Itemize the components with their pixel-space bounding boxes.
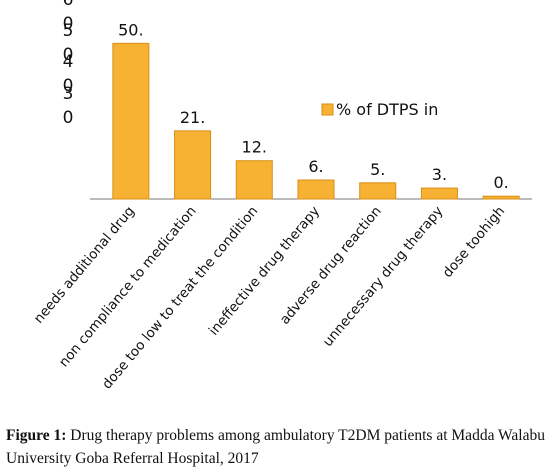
- data-label: 0.: [494, 173, 509, 192]
- data-label: 50.: [118, 20, 143, 39]
- data-label: 21.: [180, 108, 205, 127]
- x-tick-label: needs additional drug: [31, 203, 138, 326]
- legend-swatch: [321, 103, 334, 116]
- x-tick-label: ineffective drug therapy: [206, 203, 323, 338]
- bar: [482, 195, 520, 200]
- figure-caption: Figure 1: Drug therapy problems among am…: [6, 424, 550, 470]
- bar: [112, 42, 150, 200]
- bar: [174, 130, 212, 200]
- x-tick-label: adverse drug reaction: [277, 203, 385, 327]
- x-tick-label: unnecessary drug therapy: [320, 203, 447, 350]
- bar: [359, 182, 397, 200]
- data-label: 5.: [370, 160, 385, 179]
- legend-label: % of DTPS in: [336, 100, 438, 119]
- data-label: 12.: [242, 138, 267, 157]
- y-tick-label: 50: [62, 21, 74, 66]
- bar: [235, 160, 273, 200]
- y-tick-label: 60: [62, 0, 74, 35]
- data-label: 3.: [432, 165, 447, 184]
- caption-label: Figure 1:: [6, 427, 67, 444]
- caption-text: Drug therapy problems among ambulatory T…: [6, 427, 545, 467]
- y-tick-label: 40: [62, 52, 74, 97]
- x-tick-label: dose toohigh: [440, 203, 509, 280]
- bar: [420, 187, 458, 200]
- data-label: 6.: [308, 157, 323, 176]
- y-tick-label: 30: [62, 83, 74, 128]
- bar: [297, 179, 335, 200]
